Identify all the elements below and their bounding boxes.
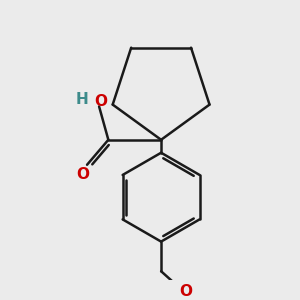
Text: O: O — [94, 94, 107, 109]
Text: O: O — [76, 167, 89, 182]
Text: H: H — [76, 92, 89, 106]
Text: O: O — [180, 284, 193, 299]
